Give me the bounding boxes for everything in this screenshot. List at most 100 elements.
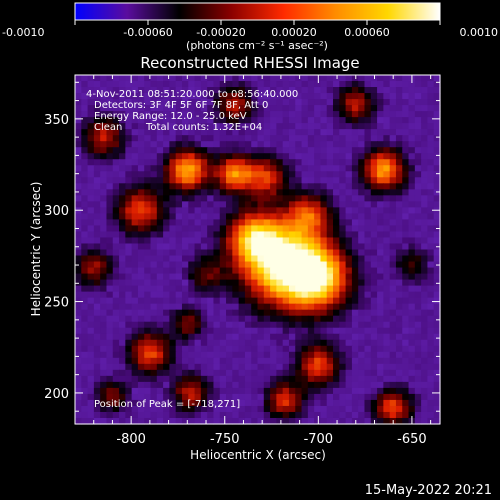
heatmap-cell (75, 213, 82, 221)
heatmap-cell (75, 249, 82, 257)
heatmap-cell (251, 279, 259, 287)
heatmap-cell (307, 321, 315, 329)
heatmap-cell (377, 207, 384, 214)
heatmap-cell (364, 213, 372, 221)
heatmap-cell (226, 393, 233, 401)
heatmap-cell (100, 267, 108, 275)
heatmap-cell (244, 153, 252, 160)
heatmap-cell (414, 147, 422, 154)
heatmap-cell (219, 117, 227, 124)
heatmap-cell (383, 213, 391, 221)
heatmap-cell (150, 339, 158, 347)
heatmap-cell (150, 357, 158, 365)
heatmap-cell (421, 177, 429, 184)
heatmap-cell (402, 207, 410, 214)
heatmap-cell (137, 201, 145, 208)
heatmap-cell (282, 243, 290, 251)
heatmap-cell (125, 177, 133, 184)
heatmap-cell (75, 219, 82, 227)
heatmap-cell (219, 321, 227, 329)
heatmap-cell (314, 117, 322, 124)
heatmap-cell (345, 231, 353, 239)
heatmap-cell (270, 201, 277, 208)
heatmap-cell (93, 105, 101, 112)
heatmap-cell (351, 279, 359, 287)
heatmap-cell (389, 123, 397, 130)
heatmap-cell (163, 297, 170, 305)
heatmap-cell (150, 189, 158, 196)
heatmap-cell (144, 345, 152, 353)
heatmap-cell (351, 291, 359, 299)
heatmap-cell (156, 399, 164, 407)
heatmap-cell (125, 243, 133, 251)
heatmap-cell (81, 399, 89, 407)
heatmap-cell (181, 207, 189, 214)
heatmap-cell (339, 75, 347, 82)
heatmap-cell (433, 351, 441, 359)
heatmap-cell (119, 129, 126, 136)
heatmap-cell (377, 393, 384, 401)
heatmap-cell (163, 147, 170, 154)
heatmap-cell (200, 399, 208, 407)
heatmap-cell (81, 267, 89, 275)
heatmap-cell (370, 129, 378, 136)
heatmap-cell (326, 249, 334, 257)
heatmap-cell (163, 321, 170, 329)
heatmap-cell (402, 417, 410, 425)
heatmap-cell (100, 369, 108, 377)
heatmap-cell (326, 87, 334, 94)
heatmap-cell (288, 315, 296, 323)
heatmap-cell (370, 87, 378, 94)
heatmap-cell (112, 183, 120, 190)
heatmap-cell (93, 189, 101, 196)
heatmap-cell (301, 189, 309, 196)
heatmap-cell (370, 399, 378, 407)
heatmap-cell (314, 327, 322, 335)
heatmap-cell (307, 231, 315, 239)
heatmap-cell (175, 243, 183, 251)
heatmap-cell (125, 219, 133, 227)
heatmap-cell (314, 75, 322, 82)
x-axis-label: Heliocentric X (arcsec) (190, 448, 326, 462)
heatmap-cell (295, 369, 303, 377)
heatmap-cell (288, 195, 296, 202)
heatmap-cell (106, 417, 114, 425)
heatmap-cell (288, 393, 296, 401)
heatmap-cell (339, 315, 347, 323)
heatmap-cell (339, 393, 347, 401)
heatmap-cell (339, 273, 347, 281)
heatmap-cell (295, 195, 303, 202)
heatmap-cell (144, 249, 152, 257)
heatmap-cell (194, 171, 202, 178)
heatmap-cell (270, 111, 277, 118)
heatmap-cell (351, 285, 359, 293)
heatmap-cell (131, 207, 139, 214)
heatmap-cell (351, 105, 359, 112)
heatmap-cell (395, 123, 403, 130)
heatmap-cell (276, 351, 284, 359)
heatmap-cell (351, 189, 359, 196)
heatmap-cell (200, 279, 208, 287)
heatmap-cell (314, 333, 322, 341)
heatmap-cell (169, 105, 177, 112)
heatmap-cell (345, 249, 353, 257)
heatmap-cell (370, 195, 378, 202)
heatmap-cell (288, 345, 296, 353)
heatmap-cell (270, 135, 277, 142)
heatmap-cell (257, 255, 265, 263)
heatmap-cell (75, 357, 82, 365)
heatmap-cell (87, 381, 95, 389)
heatmap-cell (370, 201, 378, 208)
heatmap-cell (383, 303, 391, 311)
heatmap-cell (395, 195, 403, 202)
heatmap-cell (100, 309, 108, 317)
heatmap-cell (213, 375, 221, 383)
heatmap-cell (383, 273, 391, 281)
heatmap-cell (100, 297, 108, 305)
heatmap-cell (320, 399, 328, 407)
heatmap-cell (93, 261, 101, 269)
heatmap-cell (226, 303, 233, 311)
heatmap-cell (421, 183, 429, 190)
x-tick-label: -650 (397, 432, 427, 447)
heatmap-cell (100, 261, 108, 269)
